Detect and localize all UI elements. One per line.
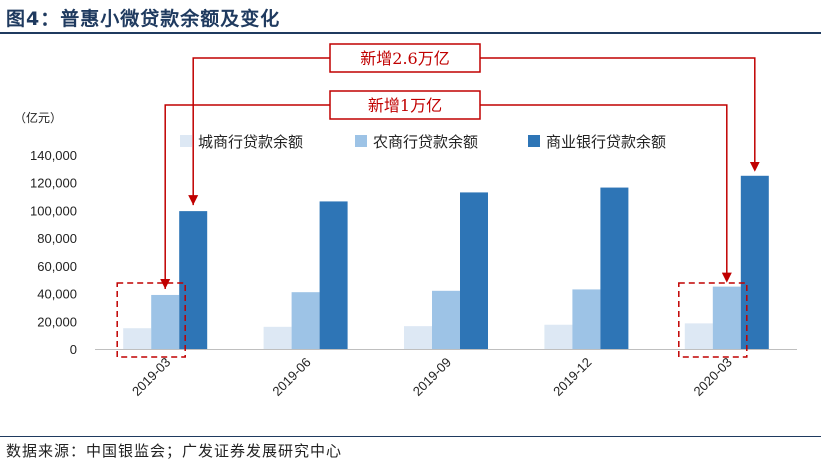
bar-2019-03-s2 [179,211,208,349]
annotation-label-0: 新增2.6万亿 [360,49,449,68]
bar-2019-06-s0 [263,326,292,349]
y-tick-label: 120,000 [30,176,77,191]
legend-label-2: 商业银行贷款余额 [546,133,666,151]
y-tick-label: 0 [70,342,77,357]
annotation-arrowhead-1 [160,278,171,289]
bar-2020-03-s2 [740,175,769,349]
annotation-box-0 [329,43,481,73]
y-tick-label: 100,000 [30,203,77,218]
legend-label-1: 农商行贷款余额 [373,133,478,151]
bar-2019-12-s0 [544,324,573,349]
bar-2019-12-s1 [572,289,601,349]
x-tick-label: 2019-06 [269,355,313,399]
y-tick-label: 60,000 [37,259,77,274]
legend-label-0: 城商行贷款余额 [198,133,303,151]
bar-2019-06-s1 [291,292,320,349]
bar-2019-09-s2 [460,192,488,349]
y-axis-ticks: 0 20,000 40,000 60,000 80,000 100,000 120,000 1… [30,148,77,357]
bar-2019-09-s0 [404,326,432,349]
bar-2019-06-s2 [319,201,348,349]
y-tick-label: 80,000 [37,231,77,246]
x-axis-ticks: 2019-03 2019-06 2019-09 2019-12 2020-03 [129,355,735,399]
title-rule [0,32,821,34]
bar-2019-03-s0 [123,328,152,349]
highlight-box-1 [678,282,748,358]
bars [123,175,769,349]
legend-swatch-0 [180,135,192,147]
bar-chart: （亿元） 0 20,000 40,000 60,000 80,000 100,000 120… [14,43,797,399]
bar-2019-09-s1 [432,290,460,349]
y-tick-label: 40,000 [37,287,77,302]
source-rule [0,436,821,437]
highlight-box-0 [116,282,186,358]
annotation-arrowhead-0 [188,195,199,206]
x-tick-label: 2020-03 [691,355,735,399]
bar-2020-03-s1 [712,286,741,349]
x-tick-label: 2019-09 [410,355,454,399]
figure-title: 图4：普惠小微贷款余额及变化 [6,8,281,30]
x-tick-label: 2019-12 [550,355,594,399]
y-tick-label: 140,000 [30,148,77,163]
source-note: 数据来源：中国银监会；广发证券发展研究中心 [6,442,343,460]
y-axis-unit-label: （亿元） [14,110,62,125]
annotation-connector-0 [192,57,760,206]
bar-2019-03-s1 [151,294,180,349]
annotation-box-1 [329,90,481,120]
bar-2019-12-s2 [600,187,629,349]
legend-swatch-1 [355,135,367,147]
annotation-label-1: 新增1万亿 [368,96,442,115]
legend-swatch-2 [528,135,540,147]
bar-2020-03-s0 [684,323,713,349]
legend: 城商行贷款余额 农商行贷款余额 商业银行贷款余额 [180,133,666,151]
x-tick-label: 2019-03 [129,355,173,399]
y-tick-label: 20,000 [37,314,77,329]
